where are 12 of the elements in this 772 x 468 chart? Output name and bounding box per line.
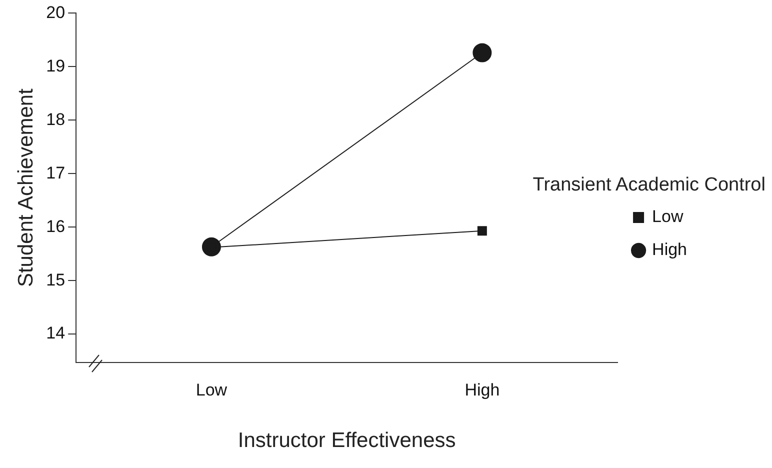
y-tick-label: 14 <box>46 324 66 343</box>
y-tick-label: 15 <box>46 270 66 290</box>
y-tick-label: 18 <box>46 110 66 129</box>
y-tick-label: 19 <box>46 56 66 76</box>
y-tick-label: 20 <box>46 2 66 22</box>
legend-title: Transient Academic Control <box>532 174 766 196</box>
x-axis-title: Instructor Effectiveness <box>238 429 456 452</box>
legend-label: High <box>652 240 688 260</box>
legend-label: Low <box>652 207 684 226</box>
y-tick-label: 16 <box>46 216 66 236</box>
y-tick-label: 17 <box>46 163 66 182</box>
y-axis-title: Student Achievement <box>14 88 38 288</box>
